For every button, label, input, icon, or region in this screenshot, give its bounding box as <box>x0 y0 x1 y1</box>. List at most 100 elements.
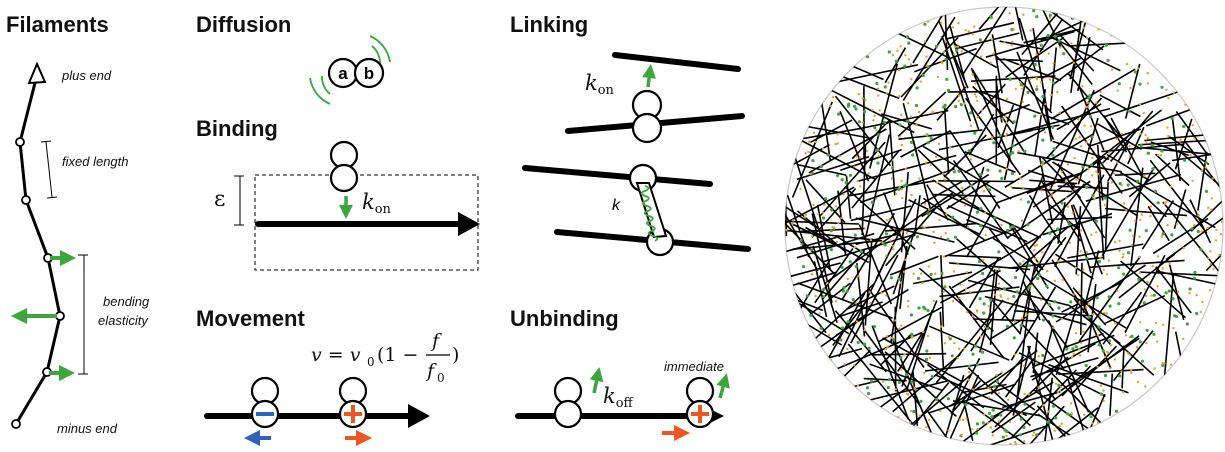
network-motor <box>885 254 888 258</box>
network-filament <box>991 103 1030 120</box>
network-motor <box>863 328 866 332</box>
network-linker <box>872 325 877 329</box>
network-motor <box>1182 246 1185 250</box>
network-motor <box>1149 205 1153 208</box>
network-filament <box>822 234 913 263</box>
network-linker <box>898 123 902 127</box>
linker-rod <box>635 182 668 239</box>
network-filament <box>885 207 937 267</box>
network-motor <box>940 21 943 25</box>
network-motor <box>1212 267 1215 270</box>
network-motor <box>1039 298 1043 301</box>
network-motor <box>1089 125 1093 128</box>
network-linker <box>1026 223 1030 227</box>
network-motor <box>1182 337 1185 341</box>
network-linker <box>925 357 929 361</box>
network-motor <box>1099 384 1103 387</box>
network-filament <box>861 145 867 236</box>
network-motor <box>1056 390 1060 394</box>
network-motor <box>1085 141 1088 144</box>
network-linker <box>1160 85 1164 89</box>
network-motor <box>838 155 841 158</box>
network-linker <box>982 302 986 306</box>
network-motor <box>898 135 901 139</box>
network-motor <box>827 334 831 337</box>
movement-panel: Movement v = v 0 (1 − f f 0 ) <box>196 306 459 446</box>
network-motor <box>971 315 975 318</box>
network-motor <box>861 97 864 100</box>
network-motor <box>1175 222 1179 226</box>
network-motor <box>1108 367 1112 370</box>
network-linker <box>1117 82 1121 86</box>
network-motor <box>1163 362 1166 365</box>
network-motor <box>1156 255 1160 258</box>
network-motor <box>963 347 966 350</box>
network-filament <box>1057 163 1106 239</box>
network-motor <box>856 179 859 183</box>
network-linker <box>897 277 901 281</box>
network-filament <box>912 7 964 64</box>
network-linker <box>1048 13 1052 17</box>
velocity-equation: v = v 0 (1 − f f 0 ) <box>311 330 459 385</box>
network-filament <box>884 222 978 232</box>
network-motor <box>1102 268 1106 271</box>
network-motor <box>1138 271 1142 275</box>
network-linker <box>1190 227 1194 231</box>
network-motor <box>1113 358 1117 361</box>
network-filament <box>949 130 1001 209</box>
network-linker <box>1042 318 1046 322</box>
eq-frac-den: f <box>425 360 437 382</box>
network-motor <box>926 334 930 338</box>
network-motor <box>814 294 817 298</box>
network-motor <box>1146 281 1150 284</box>
network-linker <box>1087 315 1091 319</box>
network-filament <box>813 261 828 318</box>
network-linker <box>1039 43 1043 47</box>
network-motor <box>1200 230 1204 233</box>
network-motor <box>1220 220 1223 224</box>
network-motor <box>1193 137 1196 140</box>
network-filament <box>1041 156 1082 199</box>
network-linker <box>863 342 867 346</box>
network-motor <box>853 246 857 249</box>
network-linker <box>1199 248 1203 252</box>
network-motor <box>984 211 987 214</box>
network-motor <box>900 324 903 327</box>
spring-icon <box>640 185 658 242</box>
network-linker <box>1103 196 1107 200</box>
network-motor <box>1052 62 1055 65</box>
network-linker <box>1027 263 1031 268</box>
network-motor <box>959 283 962 286</box>
network-motor <box>840 216 843 220</box>
network-motor <box>855 155 858 158</box>
network-motor <box>809 172 812 176</box>
network-filament <box>1035 325 1054 394</box>
network-motor <box>1001 117 1004 120</box>
network-linker <box>1087 96 1091 100</box>
network-motor <box>1007 398 1010 401</box>
network-filament <box>877 306 943 343</box>
network-linker <box>840 265 844 269</box>
network-filament <box>1022 280 1041 321</box>
network-filament <box>1087 283 1097 353</box>
network-motor <box>800 243 803 246</box>
network-motor <box>1130 244 1134 247</box>
network-motor <box>909 115 913 118</box>
network-filament <box>900 130 951 158</box>
network-motor <box>898 94 901 98</box>
network-linker <box>975 422 980 426</box>
network-motor <box>1059 385 1063 389</box>
network-motor <box>1081 84 1084 88</box>
network-motor <box>1080 145 1083 148</box>
network-filament <box>961 383 1007 394</box>
network-linker <box>1006 228 1010 232</box>
network-filament <box>898 129 983 140</box>
network-motor <box>1105 312 1108 315</box>
network-linker <box>998 133 1003 137</box>
network-linker <box>971 352 975 356</box>
network-linker <box>1142 301 1146 305</box>
filament-node <box>21 195 31 205</box>
network-filament <box>1049 47 1057 112</box>
network-motor <box>1034 257 1037 260</box>
network-linker <box>1108 304 1112 308</box>
